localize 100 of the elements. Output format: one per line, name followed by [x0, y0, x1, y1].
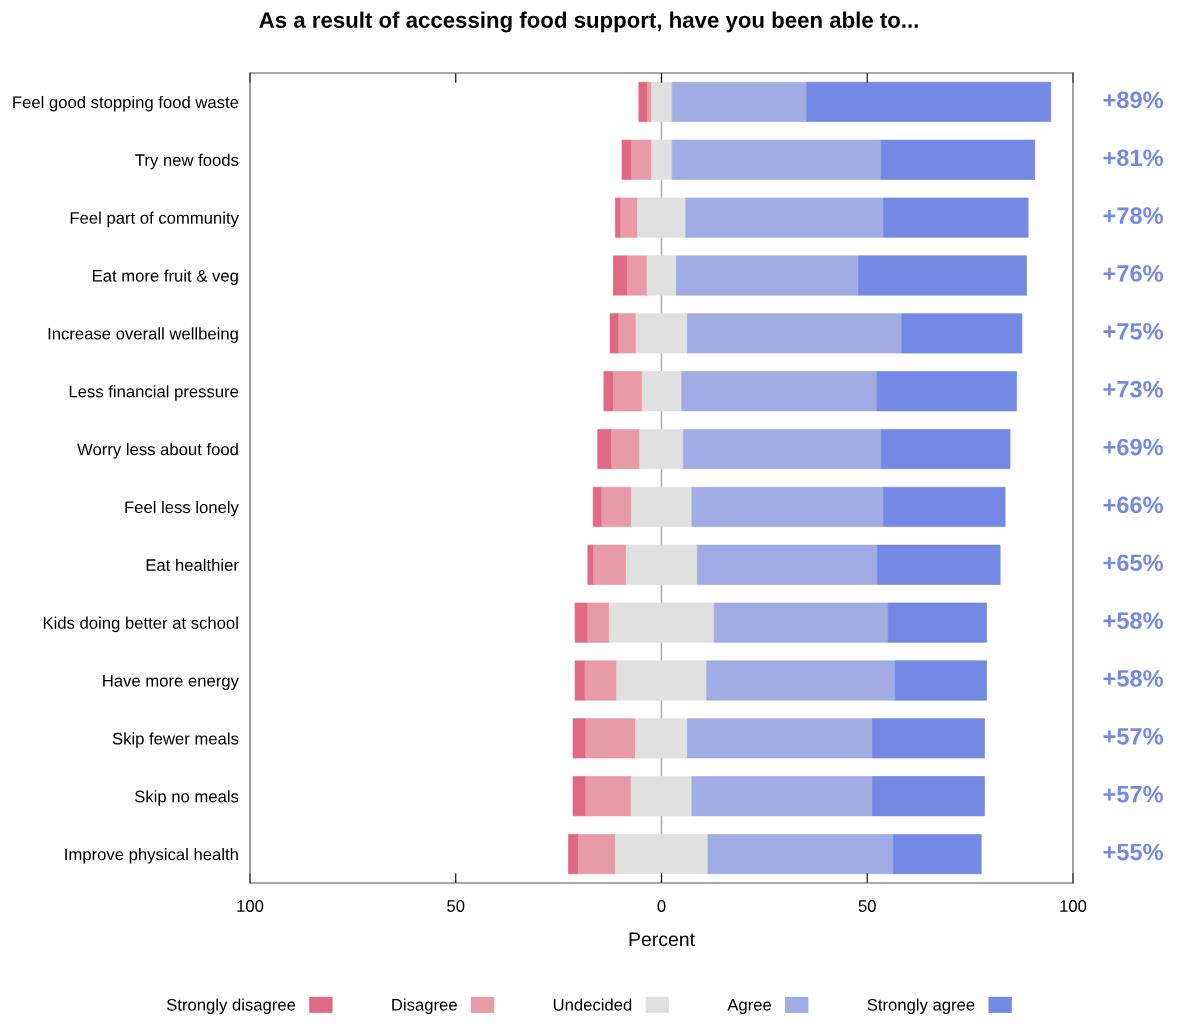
y-tick-label: Skip fewer meals: [112, 732, 239, 748]
bar: [568, 834, 579, 875]
bar: [637, 197, 687, 238]
bar: [671, 81, 808, 122]
y-tick-label: Less financial pressure: [69, 385, 239, 401]
bar: [613, 371, 643, 412]
bar: [651, 139, 673, 180]
bar: [894, 660, 987, 701]
bar: [671, 139, 882, 180]
bar: [620, 197, 638, 238]
bar: [603, 371, 614, 412]
bar: [639, 429, 684, 470]
bar: [675, 255, 859, 296]
bar: [574, 660, 586, 701]
bar: [638, 81, 648, 122]
legend-label: Undecided: [553, 998, 632, 1011]
bar: [876, 371, 1017, 412]
text: +78%: [1103, 207, 1163, 224]
bar: [883, 197, 1029, 238]
y-tick-label: Skip no meals: [134, 790, 239, 806]
bar: [641, 371, 683, 412]
bar: [572, 718, 587, 759]
bar: [578, 834, 616, 875]
bar: [858, 255, 1027, 296]
y-tick-label: Feel good stopping food waste: [13, 95, 239, 112]
x-tick-label: 100: [237, 900, 264, 912]
text: +58%: [1103, 612, 1163, 629]
y-tick-label: Eat more fruit & veg: [92, 269, 238, 285]
y-tick-label: Have more energy: [103, 675, 239, 690]
bar: [872, 718, 985, 759]
bar: [685, 197, 885, 238]
bar: [880, 429, 1011, 470]
y-tick-label: Feel less lonely: [125, 500, 239, 517]
bar: [707, 834, 894, 875]
bar: [713, 602, 889, 643]
bar: [706, 660, 896, 701]
text: +69%: [1103, 438, 1163, 456]
bar: [635, 313, 688, 354]
bar: [572, 776, 587, 817]
bar: [893, 834, 982, 875]
bar: [609, 313, 620, 354]
legend-label: Agree: [727, 999, 772, 1014]
bar: [611, 429, 641, 470]
y-tick-label: Improve physical health: [65, 848, 238, 864]
text: +89%: [1103, 91, 1163, 109]
bar: [627, 255, 648, 296]
bar: [682, 429, 882, 470]
y-tick-label: Kids doing better at school: [43, 616, 238, 633]
x-tick-label: 100: [1060, 900, 1087, 912]
bar: [601, 486, 632, 527]
bar: [651, 81, 673, 122]
text: +65%: [1103, 554, 1163, 572]
legend-label: Disagree: [392, 998, 457, 1014]
text: +66%: [1103, 496, 1163, 514]
text: +76%: [1103, 265, 1163, 282]
legend-label: Strongly disagree: [166, 998, 296, 1014]
bar: [691, 486, 885, 527]
y-tick-label: Feel part of community: [70, 211, 239, 228]
y-tick-label: Try new foods: [135, 153, 239, 170]
bar: [687, 313, 903, 354]
text: +58%: [1103, 670, 1163, 687]
text: +57%: [1103, 785, 1163, 803]
x-tick-label: 0: [657, 900, 666, 912]
bar: [687, 718, 873, 759]
bar: [646, 255, 677, 296]
x-axis-title: Percent: [629, 932, 695, 947]
bar: [585, 718, 636, 759]
bar: [877, 544, 1001, 585]
bar: [630, 776, 693, 817]
text: +55%: [1103, 843, 1163, 861]
bar: [872, 776, 985, 817]
bar: [618, 313, 637, 354]
bar: [696, 544, 878, 585]
bar: [880, 139, 1036, 180]
bar: [585, 776, 632, 817]
bar: [608, 602, 715, 643]
bar: [613, 255, 628, 296]
bar: [616, 660, 708, 701]
text: +81%: [1103, 149, 1163, 167]
bar: [635, 718, 688, 759]
x-tick-label: 50: [858, 900, 876, 912]
bar: [691, 776, 873, 817]
y-tick-label: Eat healthier: [146, 558, 239, 571]
bar: [615, 834, 709, 875]
bar: [621, 139, 632, 180]
y-tick-label: Increase overall wellbeing: [48, 327, 238, 343]
bar: [587, 544, 594, 585]
text: +57%: [1103, 728, 1163, 745]
text: +75%: [1103, 323, 1163, 340]
bar: [631, 486, 693, 527]
text: +73%: [1103, 380, 1163, 398]
bar: [681, 371, 878, 412]
bar: [587, 602, 610, 643]
legend-label: Strongly agree: [867, 998, 975, 1014]
bar: [574, 602, 589, 643]
bar: [631, 139, 652, 180]
bar: [584, 660, 617, 701]
chart-title: As a result of accessing food support, have you been able to...: [259, 11, 918, 33]
x-tick-label: 50: [447, 900, 465, 912]
bar: [625, 544, 698, 585]
